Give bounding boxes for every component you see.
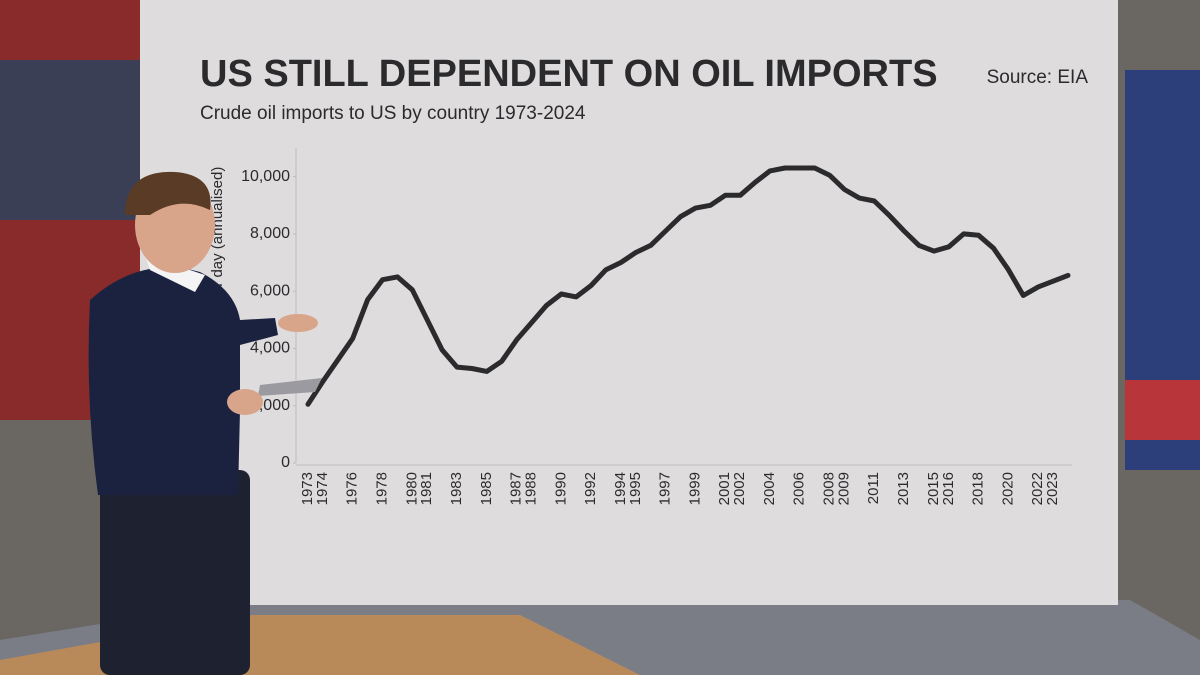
x-tick-label: 2009 — [835, 472, 852, 505]
studio-screen — [0, 60, 140, 220]
chart-board — [140, 0, 1118, 605]
x-tick-label: 1985 — [478, 472, 495, 505]
x-tick-label: 2001 — [716, 472, 733, 505]
x-tick-label: 1980 — [403, 472, 420, 505]
x-tick-label: 2022 — [1029, 472, 1046, 505]
x-tick-label: 1999 — [686, 472, 703, 505]
y-tick-label: 4,000 — [250, 340, 290, 357]
x-tick-label: 1978 — [373, 472, 390, 505]
y-tick-label: 10,000 — [241, 168, 290, 185]
presenter-sweater — [88, 267, 278, 495]
presenter-hair — [125, 171, 211, 215]
x-tick-label: 2016 — [940, 472, 957, 505]
x-tick-label: 1997 — [657, 472, 674, 505]
presenter-hand — [227, 389, 263, 415]
chart-source: Source: EIA — [987, 67, 1089, 88]
y-tick-label: 8,000 — [250, 225, 290, 242]
x-tick-label: 2011 — [865, 472, 882, 504]
x-tick-label: 1990 — [552, 472, 569, 505]
x-tick-label: 2002 — [731, 472, 748, 505]
x-tick-label: 2020 — [999, 472, 1016, 505]
x-tick-label: 1983 — [448, 472, 465, 505]
x-tick-label: 1995 — [627, 472, 644, 505]
chart-subtitle: Crude oil imports to US by country 1973-… — [200, 103, 586, 124]
flag — [1125, 380, 1200, 440]
y-tick-label: 0 — [281, 454, 290, 471]
y-tick-label: 6,000 — [250, 282, 290, 299]
x-tick-label: 2018 — [970, 472, 987, 505]
x-tick-label: 2006 — [791, 472, 808, 505]
x-tick-label: 1973 — [299, 472, 316, 505]
chart-title: US STILL DEPENDENT ON OIL IMPORTS — [200, 53, 938, 95]
x-tick-label: 1974 — [314, 472, 331, 505]
y-axis-label: per day (annualised) — [209, 167, 226, 304]
x-tick-label: 1988 — [522, 472, 539, 505]
x-tick-label: 2004 — [761, 472, 778, 505]
x-tick-label: 1992 — [582, 472, 599, 505]
data-line — [305, 165, 1071, 407]
x-tick-label: 1987 — [508, 472, 525, 505]
x-tick-label: 2023 — [1044, 472, 1061, 505]
presenter — [88, 171, 322, 675]
x-tick-label: 1976 — [344, 472, 361, 505]
presenter-legs — [100, 470, 250, 675]
x-tick-label: 2015 — [925, 472, 942, 505]
presenter-hand — [278, 314, 318, 332]
presenter-tablet — [258, 378, 322, 396]
x-tick-label: 2008 — [821, 472, 838, 505]
x-tick-label: 1994 — [612, 472, 629, 505]
x-tick-label: 1981 — [418, 472, 435, 505]
x-tick-label: 2013 — [895, 472, 912, 505]
